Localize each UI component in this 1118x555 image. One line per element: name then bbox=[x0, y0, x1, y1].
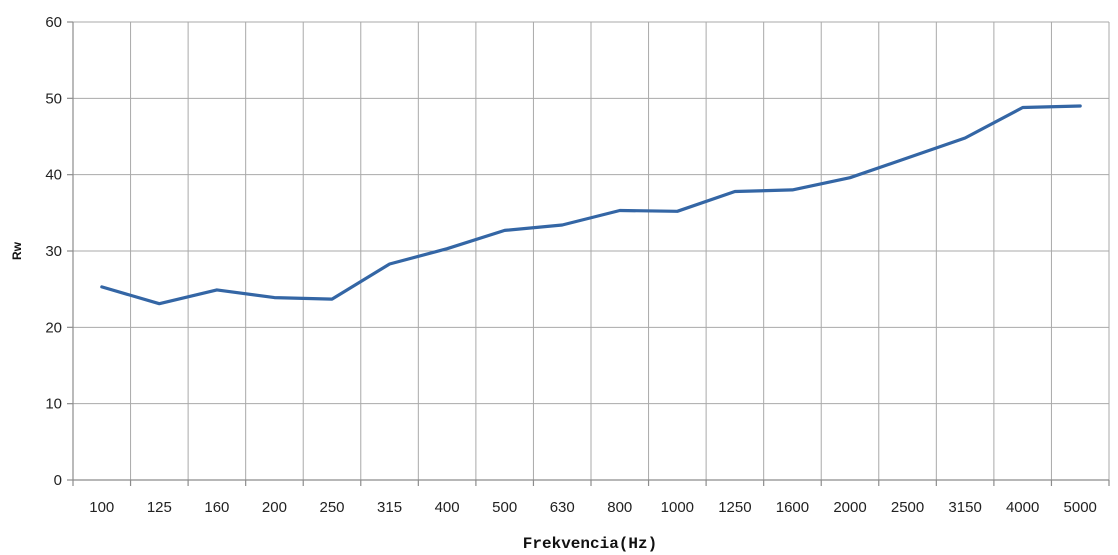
x-tick-label: 5000 bbox=[1064, 499, 1097, 516]
x-tick-label: 1600 bbox=[776, 499, 809, 516]
x-tick-label: 125 bbox=[147, 499, 172, 516]
series bbox=[100, 104, 1082, 306]
y-tick-label: 20 bbox=[45, 319, 62, 336]
x-tick-label: 630 bbox=[550, 499, 575, 516]
x-tick-label: 2000 bbox=[833, 499, 866, 516]
x-tick-label: 160 bbox=[204, 499, 229, 516]
x-axis-ticks: 100 125 160 200 250 315 400 500 630 800 1000 1250 16… bbox=[89, 499, 1097, 516]
x-tick-label: 2500 bbox=[891, 499, 924, 516]
axes bbox=[67, 21, 1110, 486]
x-tick-label: 400 bbox=[435, 499, 460, 516]
y-tick-label: 0 bbox=[54, 472, 62, 489]
x-tick-label: 200 bbox=[262, 499, 287, 516]
x-axis-title: Frekvencia(Hz) bbox=[523, 535, 657, 553]
y-tick-label: 50 bbox=[45, 90, 62, 107]
x-tick-label: 500 bbox=[492, 499, 517, 516]
x-tick-label: 315 bbox=[377, 499, 402, 516]
y-tick-label: 30 bbox=[45, 243, 62, 260]
x-tick-label: 3150 bbox=[948, 499, 981, 516]
x-tick-label: 800 bbox=[607, 499, 632, 516]
y-tick-label: 60 bbox=[45, 14, 62, 31]
x-tick-label: 1250 bbox=[718, 499, 751, 516]
grid bbox=[72, 21, 1110, 480]
x-tick-label: 4000 bbox=[1006, 499, 1039, 516]
x-tick-label: 1000 bbox=[661, 499, 694, 516]
x-tick-label: 250 bbox=[319, 499, 344, 516]
y-tick-label: 40 bbox=[45, 167, 62, 184]
x-tick-label: 100 bbox=[89, 499, 114, 516]
series-line bbox=[100, 104, 1082, 306]
y-axis-title: Rw bbox=[10, 241, 24, 260]
y-tick-label: 10 bbox=[45, 396, 62, 413]
y-axis-ticks: 0 10 20 30 40 50 60 bbox=[45, 14, 62, 489]
